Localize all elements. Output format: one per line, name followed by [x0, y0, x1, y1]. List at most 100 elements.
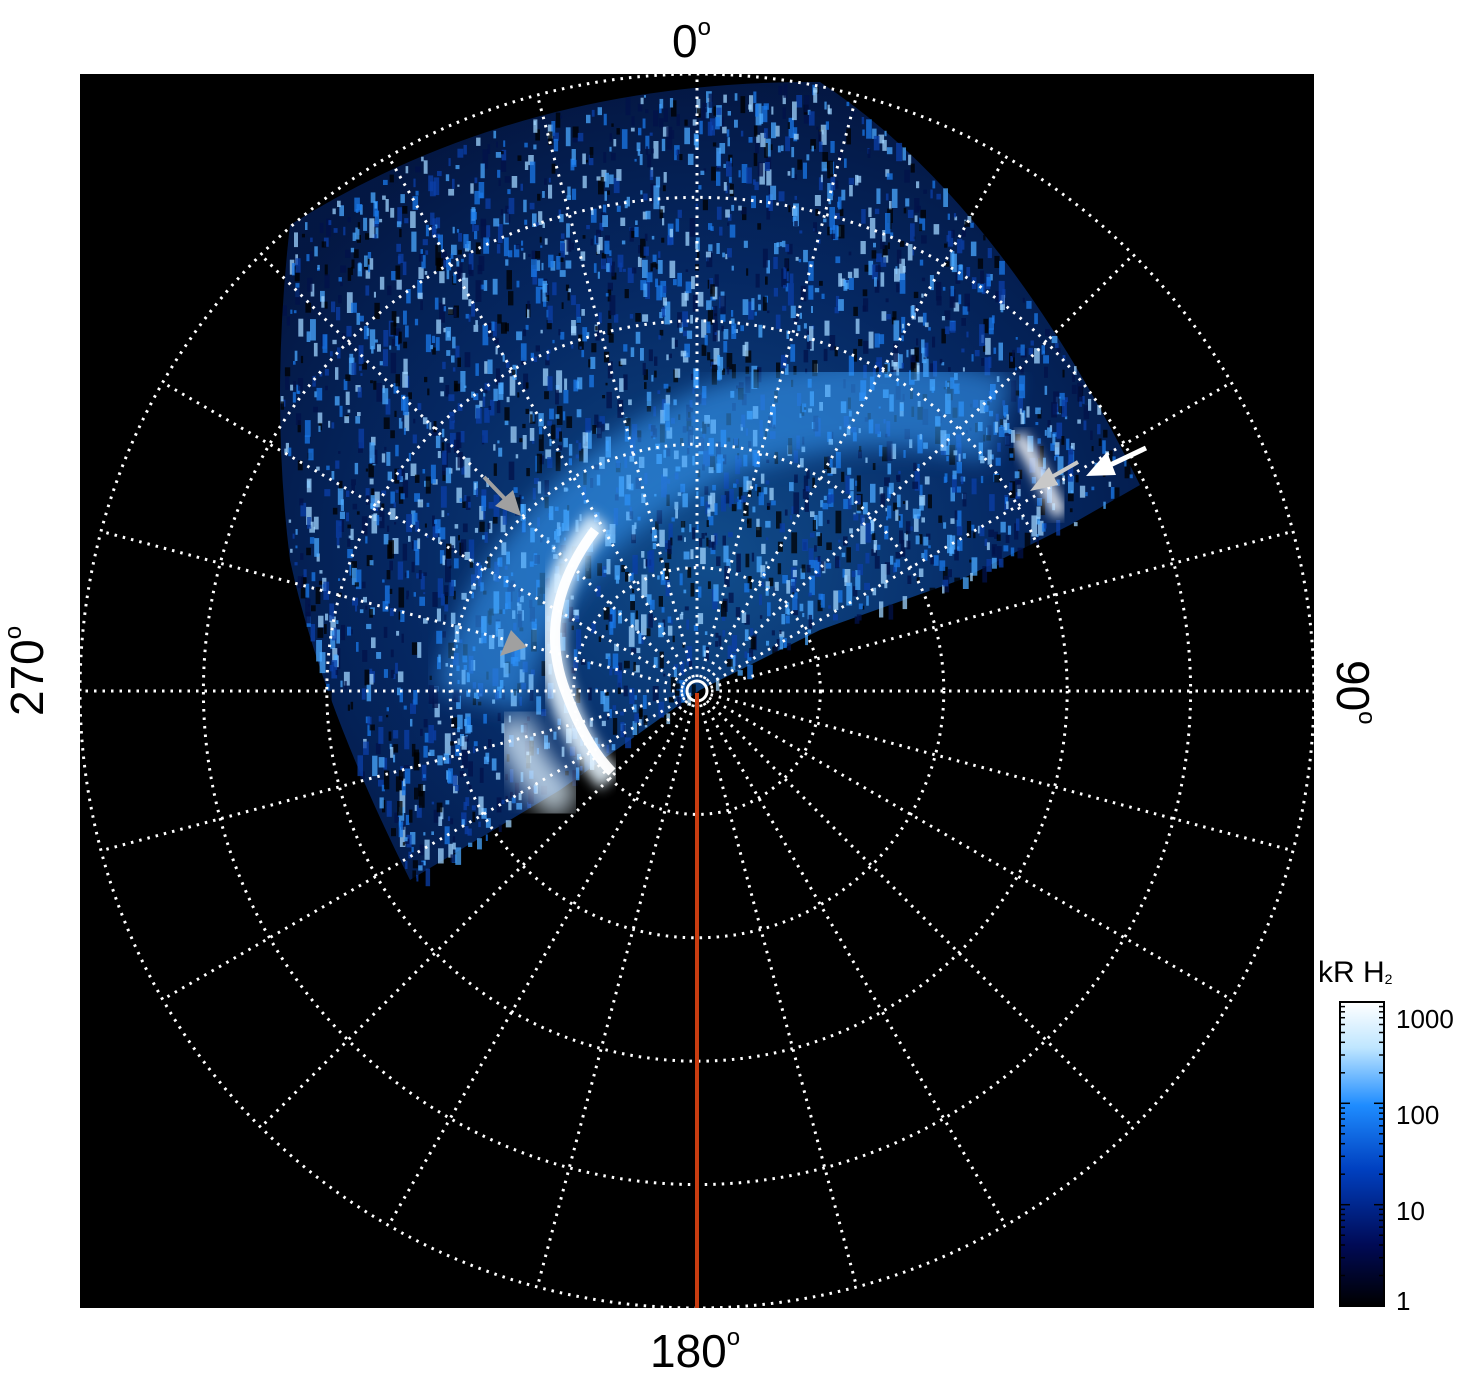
noise-speck	[351, 362, 357, 375]
noise-speck	[405, 166, 409, 174]
noise-speck	[391, 311, 397, 327]
noise-speck	[426, 502, 430, 507]
noise-speck	[347, 524, 351, 529]
noise-speck	[818, 593, 823, 602]
noise-speck	[747, 484, 752, 498]
grid-spoke	[259, 699, 689, 1129]
grid-ring	[448, 442, 946, 940]
noise-speck	[285, 442, 289, 453]
noise-speck	[599, 222, 604, 231]
noise-speck	[414, 474, 420, 483]
noise-speck	[572, 770, 578, 786]
noise-speck	[449, 432, 456, 448]
noise-speck	[913, 291, 919, 299]
noise-speck	[334, 396, 340, 406]
noise-speck	[463, 144, 467, 155]
noise-speck	[555, 414, 560, 419]
noise-speck	[820, 594, 825, 608]
noise-speck	[822, 502, 829, 510]
noise-speck	[663, 172, 667, 183]
noise-speck	[1034, 348, 1040, 364]
grid-spoke	[708, 696, 1233, 1001]
noise-speck	[614, 565, 620, 580]
noise-speck	[411, 743, 416, 757]
noise-speck	[1009, 482, 1013, 491]
noise-speck	[910, 163, 915, 173]
noise-speck	[840, 278, 846, 287]
noise-speck	[677, 272, 682, 287]
noise-speck	[422, 469, 426, 474]
noise-speck	[545, 284, 549, 297]
noise-speck	[544, 735, 548, 750]
noise-speck	[506, 396, 510, 403]
noise-speck	[386, 800, 392, 817]
noise-speck	[397, 671, 404, 683]
noise-speck	[588, 687, 592, 701]
noise-speck	[689, 218, 696, 237]
noise-speck	[505, 774, 508, 781]
noise-speck	[619, 262, 623, 272]
noise-speck	[441, 510, 445, 518]
noise-speck	[484, 408, 490, 423]
noise-speck	[1068, 448, 1074, 469]
noise-speck	[619, 672, 622, 679]
noise-speck	[356, 204, 363, 211]
noise-speck	[576, 316, 581, 323]
noise-speck	[809, 575, 815, 596]
noise-speck	[634, 226, 639, 238]
noise-speck	[855, 318, 860, 334]
noise-speck	[841, 552, 846, 558]
noise-speck	[726, 353, 733, 370]
noise-speck	[488, 405, 492, 410]
noise-speck	[586, 159, 589, 163]
noise-speck	[793, 492, 800, 515]
noise-speck	[730, 157, 733, 164]
noise-speck	[332, 628, 335, 636]
noise-speck	[868, 260, 874, 276]
noise-speck	[768, 577, 774, 587]
noise-speck	[568, 443, 573, 456]
noise-speck	[1113, 487, 1120, 502]
noise-speck	[351, 479, 356, 486]
noise-speck	[367, 252, 372, 259]
noise-speck	[713, 305, 718, 323]
noise-speck	[1079, 396, 1082, 407]
noise-speck	[498, 447, 503, 457]
noise-speck	[546, 320, 552, 330]
noise-speck	[339, 511, 345, 519]
noise-speck	[645, 135, 650, 149]
noise-speck	[820, 174, 823, 183]
noise-speck	[389, 345, 392, 350]
noise-speck	[860, 241, 866, 255]
noise-speck	[489, 520, 493, 534]
noise-speck	[750, 636, 756, 650]
noise-speck	[566, 238, 572, 252]
noise-speck	[667, 235, 672, 246]
noise-speck	[338, 578, 341, 581]
noise-speck	[693, 625, 699, 631]
noise-speck	[1062, 355, 1066, 362]
noise-speck	[659, 209, 663, 219]
noise-speck	[980, 270, 984, 285]
noise-speck	[632, 721, 638, 735]
noise-speck	[921, 293, 924, 298]
noise-speck	[756, 518, 760, 531]
noise-speck	[829, 227, 833, 235]
noise-speck	[674, 664, 679, 669]
noise-speck	[517, 392, 520, 398]
noise-speck	[998, 342, 1003, 361]
noise-speck	[463, 801, 467, 811]
noise-speck	[846, 280, 849, 283]
noise-speck	[455, 165, 460, 170]
noise-speck	[617, 662, 623, 674]
noise-speck	[591, 209, 594, 215]
noise-speck	[294, 350, 298, 361]
noise-speck	[741, 207, 747, 215]
noise-speck	[521, 240, 524, 246]
noise-speck	[766, 537, 769, 541]
noise-speck	[720, 314, 726, 322]
noise-speck	[731, 635, 738, 652]
noise-speck	[452, 226, 455, 234]
noise-speck	[677, 209, 682, 218]
noise-speck	[450, 545, 454, 550]
